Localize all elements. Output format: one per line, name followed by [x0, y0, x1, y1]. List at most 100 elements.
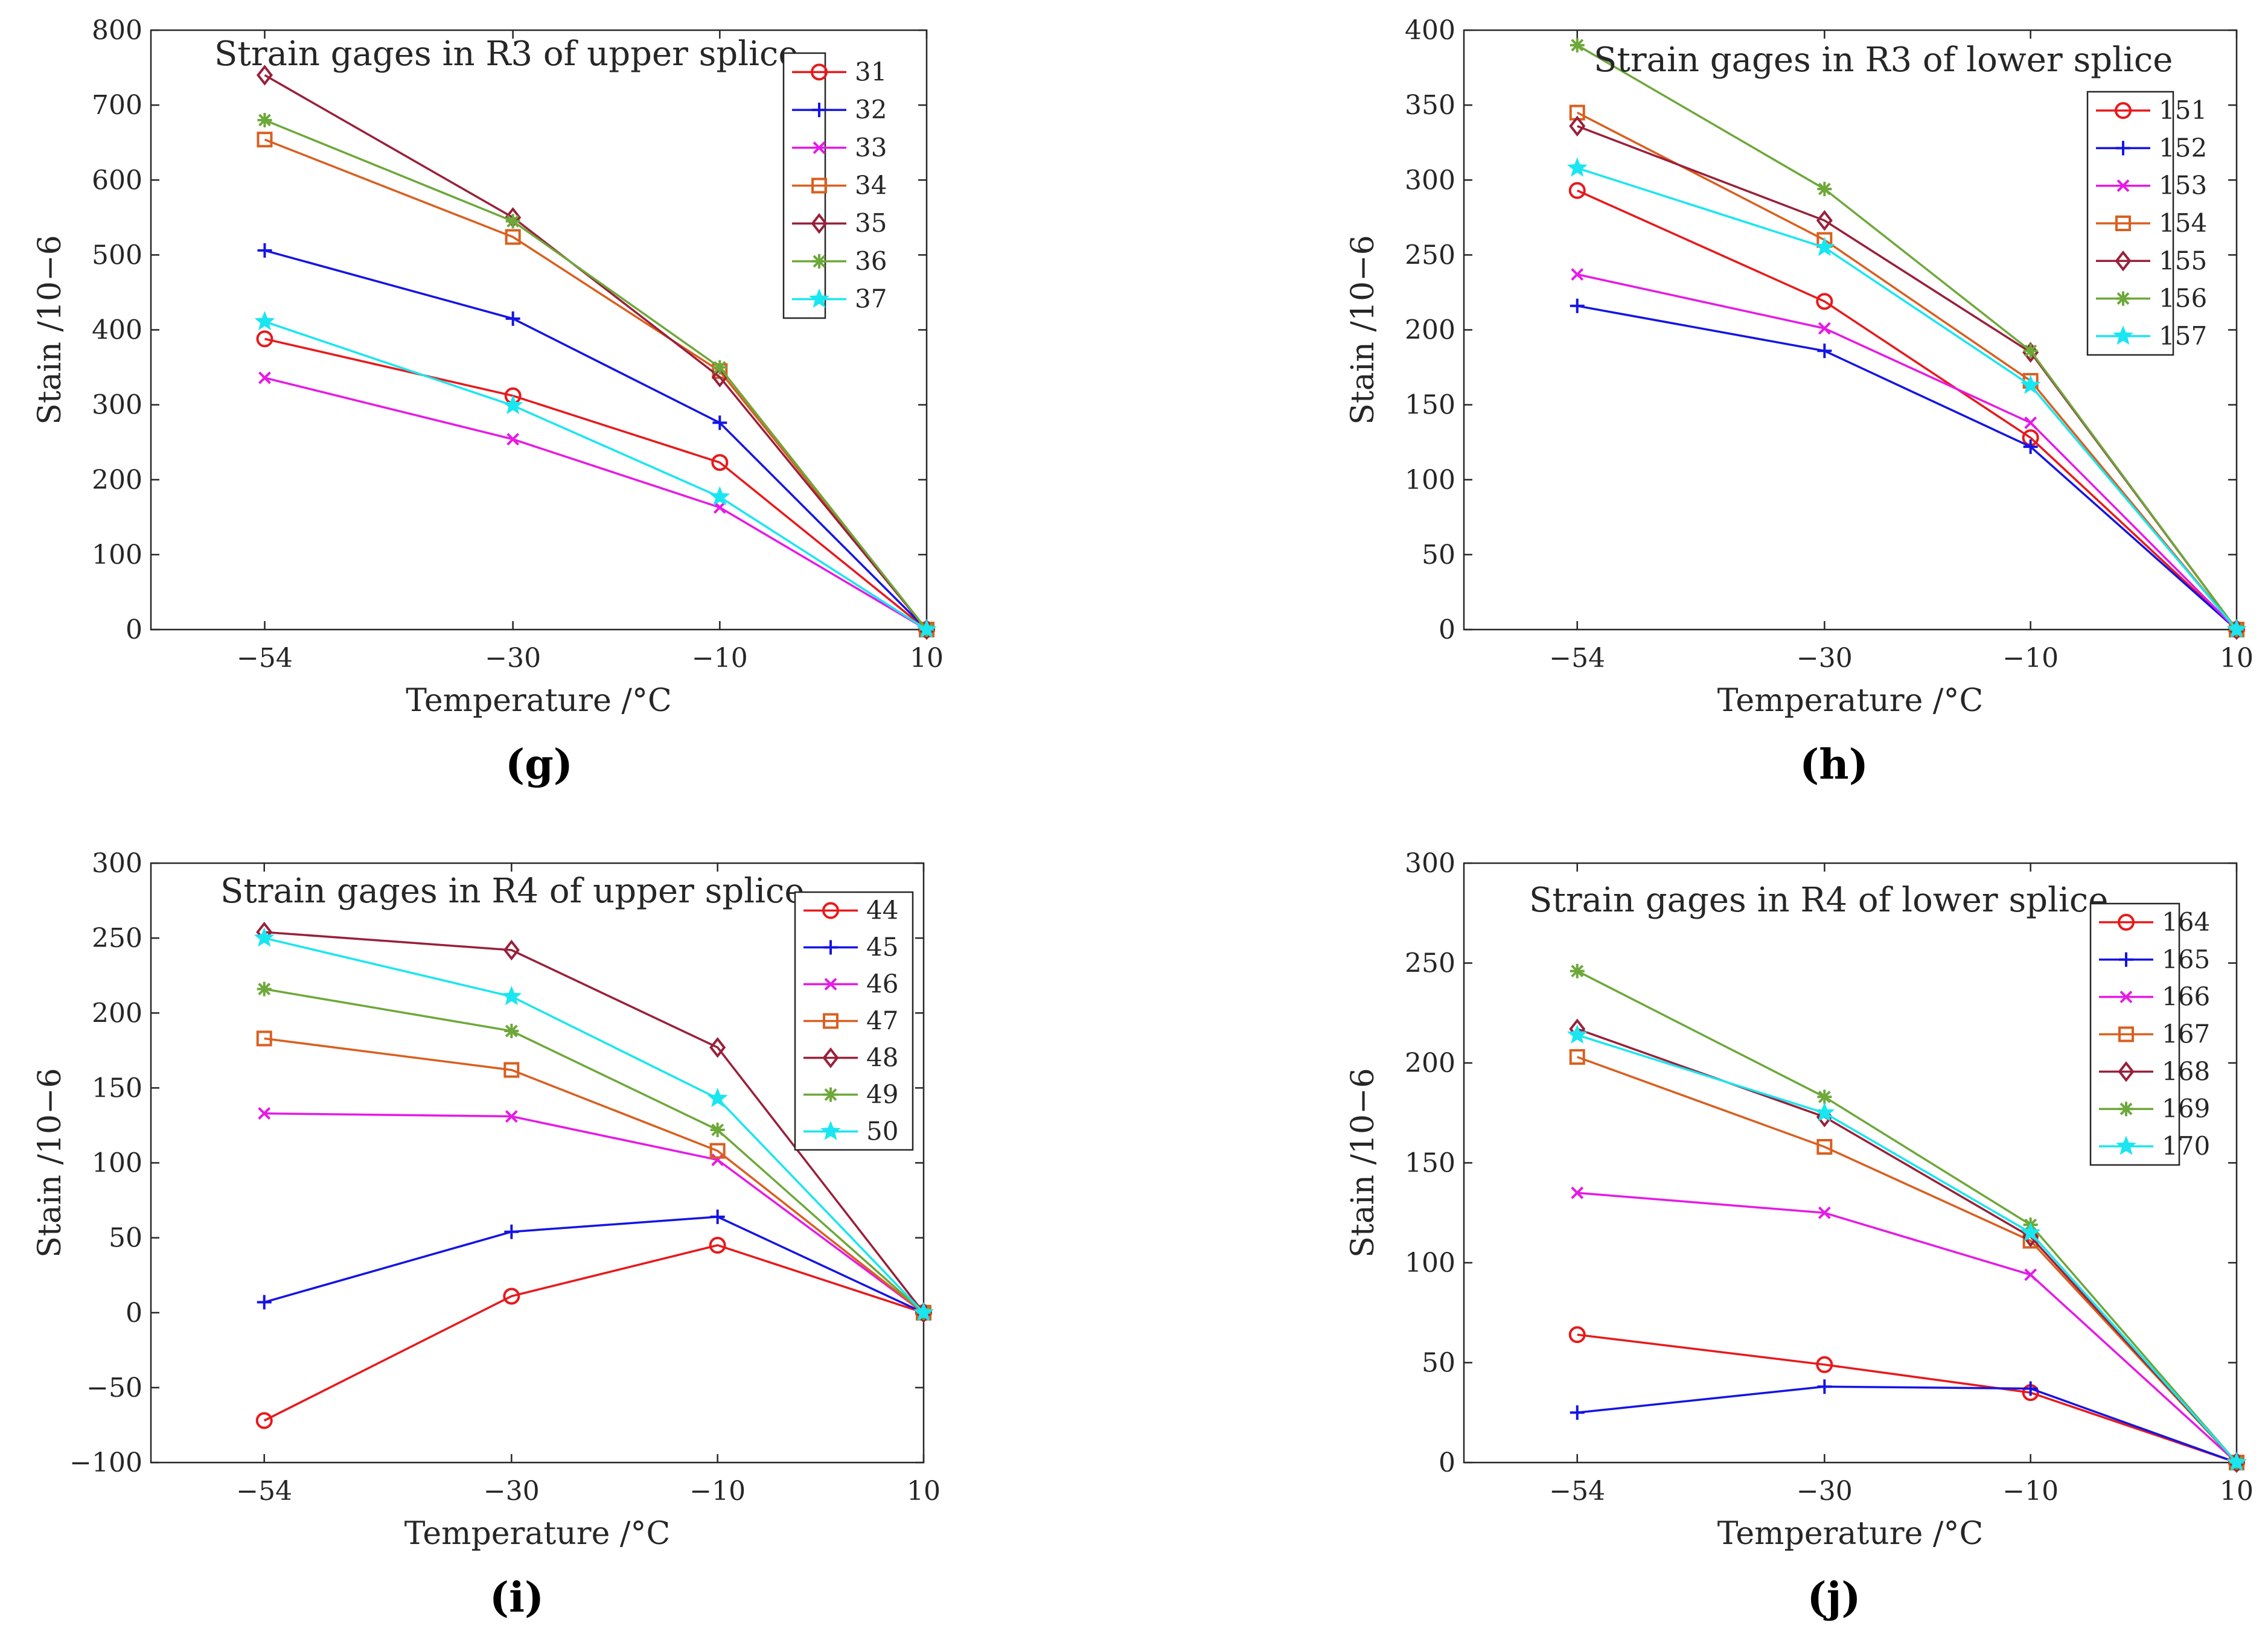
- legend-marker: [823, 940, 838, 955]
- legend-label: 157: [2159, 321, 2207, 351]
- data-point-36: [257, 112, 272, 127]
- x-tick-label: 10: [2220, 643, 2254, 674]
- data-point-166: [2024, 1268, 2037, 1281]
- series-line-35: [264, 74, 928, 631]
- y-tick-label: 0: [1439, 1447, 1455, 1478]
- data-point-165: [1570, 1405, 1585, 1420]
- panel-label: (i): [490, 1574, 544, 1622]
- legend-label: 44: [866, 896, 898, 925]
- series-line-154: [1576, 111, 2238, 631]
- x-tick-label: −30: [1797, 643, 1853, 674]
- data-point-45: [504, 1224, 519, 1239]
- data-point-47: [256, 1030, 272, 1047]
- y-tick-label: 300: [92, 848, 142, 879]
- data-point-35: [256, 65, 273, 86]
- legend-marker: [822, 902, 839, 919]
- chart-0: 0 100 200 300 400 500 600 700 800 −54 −30 −10 10 Temp…: [32, 15, 944, 789]
- data-point-44: [709, 1237, 726, 1254]
- legend-label: 164: [2162, 907, 2210, 937]
- data-point-170: [2020, 1222, 2041, 1242]
- data-point-44: [503, 1287, 520, 1305]
- legend-label: 168: [2162, 1056, 2210, 1086]
- data-point-156: [1817, 182, 1832, 197]
- y-tick-label: 200: [92, 465, 142, 496]
- y-tick-label: 700: [92, 90, 142, 121]
- legend-label: 154: [2159, 208, 2207, 238]
- legend-label: 155: [2159, 246, 2207, 275]
- data-point-152: [1817, 343, 1832, 359]
- series-line-165: [1577, 1385, 2237, 1464]
- legend-label: 166: [2162, 982, 2210, 1012]
- series-line-151: [1576, 190, 2238, 631]
- series-line-167: [1577, 1056, 2238, 1464]
- data-point-47: [503, 1062, 520, 1078]
- x-tick-label: −54: [237, 643, 293, 674]
- panel-label: (h): [1800, 741, 1868, 789]
- legend-marker: [823, 1013, 839, 1029]
- series-line-34: [264, 138, 928, 631]
- legend-label: 47: [866, 1006, 898, 1036]
- y-tick-label: 400: [92, 315, 142, 346]
- data-point-49: [257, 981, 272, 997]
- data-point-46: [505, 1110, 518, 1123]
- series-line-166: [1577, 1192, 2238, 1464]
- y-tick-label: 600: [92, 165, 142, 196]
- legend-label: 156: [2159, 284, 2207, 313]
- legend-marker: [2116, 141, 2130, 156]
- y-tick-label: 200: [92, 998, 142, 1029]
- y-tick-label: 100: [92, 1148, 142, 1179]
- y-tick-label: 250: [92, 923, 142, 954]
- x-axis-label: Temperature /°C: [1717, 1516, 1984, 1552]
- data-point-169: [1570, 963, 1585, 978]
- chart-title: Strain gages in R4 of upper splice: [220, 872, 805, 911]
- data-point-165: [1817, 1379, 1832, 1394]
- y-axis-label: Stain /10−6: [32, 235, 68, 425]
- y-tick-label: 100: [1405, 1248, 1455, 1278]
- legend-label: 45: [866, 933, 898, 962]
- x-tick-label: 10: [2220, 1476, 2254, 1507]
- legend-marker: [2118, 1061, 2135, 1082]
- data-point-48: [503, 939, 520, 961]
- data-point-152: [1570, 298, 1585, 313]
- data-point-157: [1567, 157, 1588, 177]
- data-point-45: [257, 1295, 272, 1310]
- y-tick-label: −50: [86, 1373, 142, 1403]
- data-point-165: [2023, 1381, 2038, 1396]
- y-tick-label: 300: [1405, 848, 1455, 879]
- legend-label: 31: [855, 57, 887, 86]
- x-tick-label: −30: [485, 643, 541, 674]
- panel-label: (j): [1807, 1574, 1861, 1622]
- series-line-156: [1576, 44, 2238, 631]
- data-point-164: [1816, 1356, 1833, 1373]
- y-tick-label: −100: [69, 1447, 142, 1478]
- data-point-32: [257, 243, 272, 258]
- y-tick-label: 400: [1405, 15, 1455, 46]
- legend-marker: [2116, 179, 2130, 193]
- data-point-157: [2226, 619, 2247, 639]
- legend-marker: [822, 1047, 839, 1068]
- series-line-48: [264, 931, 925, 1313]
- x-tick-label: −10: [692, 643, 748, 674]
- data-point-155: [1569, 115, 1586, 137]
- x-tick-label: −10: [2002, 1476, 2059, 1507]
- y-axis-label: Stain /10−6: [1345, 235, 1381, 425]
- x-tick-label: 10: [907, 1476, 941, 1507]
- legend-marker: [824, 978, 837, 991]
- legend-label: 170: [2162, 1131, 2210, 1161]
- x-axis-label: Temperature /°C: [1717, 683, 1984, 719]
- data-point-157: [2020, 374, 2041, 394]
- data-point-153: [1818, 322, 1831, 335]
- legend-marker: [2113, 325, 2133, 345]
- data-point-36: [505, 214, 520, 229]
- data-point-156: [2023, 343, 2038, 359]
- x-tick-label: −10: [689, 1476, 746, 1507]
- legend-label: 34: [855, 171, 887, 200]
- y-tick-label: 150: [1405, 390, 1455, 421]
- data-point-49: [710, 1122, 725, 1137]
- legend-label: 46: [866, 969, 898, 999]
- legend-marker: [2118, 913, 2135, 931]
- legend-label: 50: [866, 1117, 898, 1146]
- legend-marker: [2119, 1102, 2133, 1117]
- series-line-50: [264, 937, 925, 1314]
- x-tick-label: −30: [1797, 1476, 1853, 1507]
